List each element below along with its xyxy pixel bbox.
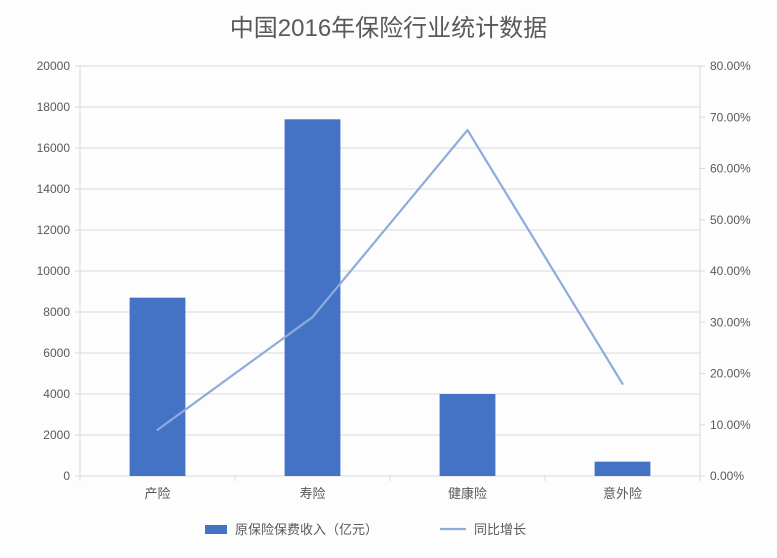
legend-swatch-bar	[205, 525, 227, 534]
y-left-label: 20000	[37, 59, 71, 73]
y-right-label: 60.00%	[710, 162, 751, 176]
bar: 17400	[285, 119, 341, 476]
bar: 700	[595, 462, 651, 476]
y-right-label: 30.00%	[710, 315, 751, 329]
legend-label-bar: 原保险保费收入（亿元）	[235, 522, 378, 537]
y-right-label: 40.00%	[710, 264, 751, 278]
y-left-label: 14000	[37, 182, 71, 196]
y-left-label: 10000	[37, 264, 71, 278]
bar: 8700	[130, 298, 186, 476]
y-right-label: 80.00%	[710, 59, 751, 73]
x-category-label: 意外险	[603, 486, 642, 501]
y-right-label: 0.00%	[710, 469, 744, 483]
legend: 原保险保费收入（亿元） 同比增长	[205, 522, 526, 537]
y-left-label: 4000	[43, 387, 70, 401]
y-left-label: 12000	[37, 223, 71, 237]
y-right-label: 10.00%	[710, 418, 751, 432]
y-left-label: 0	[63, 469, 70, 483]
y-right-label: 20.00%	[710, 367, 751, 381]
y-left-label: 18000	[37, 100, 71, 114]
x-category-label: 寿险	[299, 486, 325, 501]
chart-svg: 中国2016年保险行业统计数据产险 寿险 健康险 意外险 0 2000 4000 6000 80…	[0, 0, 777, 558]
chart-title: 中国2016年保险行业统计数据	[230, 15, 547, 42]
bar: 4000	[440, 394, 496, 476]
y-left-label: 2000	[43, 428, 70, 442]
x-category-label: 产险	[144, 486, 170, 501]
y-left-label: 16000	[37, 141, 71, 155]
x-category-label: 健康险	[448, 486, 487, 501]
y-left-label: 8000	[43, 305, 70, 319]
legend-label-line: 同比增长	[474, 522, 526, 537]
chart-container: 中国2016年保险行业统计数据产险 寿险 健康险 意外险 0 2000 4000 6000 80…	[0, 0, 777, 558]
y-left-label: 6000	[43, 346, 70, 360]
y-right-label: 70.00%	[710, 110, 751, 124]
y-right-label: 50.00%	[710, 213, 751, 227]
chart-background	[0, 0, 777, 558]
